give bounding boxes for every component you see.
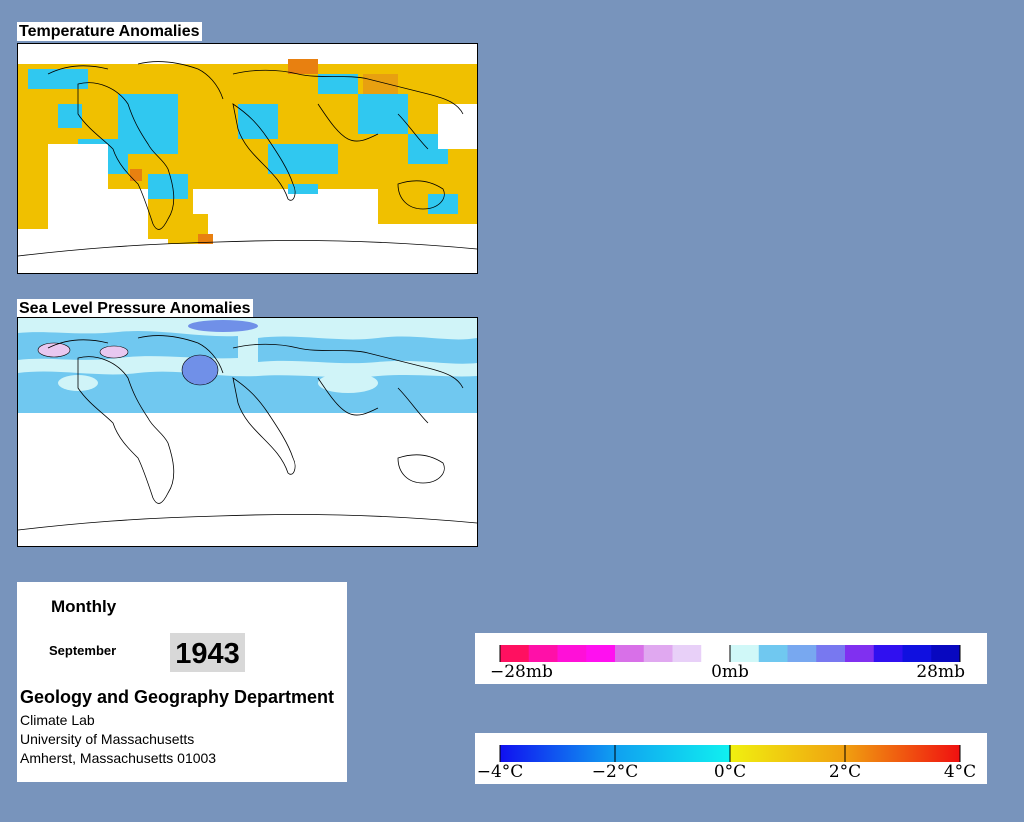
pressure-legend-label: 0mb — [711, 662, 749, 682]
pressure-legend-swatch — [730, 645, 760, 662]
frequency-label: Monthly — [51, 597, 117, 616]
pressure-map — [17, 317, 478, 547]
pressure-legend-swatch — [643, 645, 673, 662]
pressure-legend-swatch — [816, 645, 846, 662]
address-label: Amherst, Massachusetts 01003 — [20, 750, 217, 766]
pressure-title: Sea Level Pressure Anomalies — [17, 299, 253, 318]
pressure-legend-swatch — [931, 645, 961, 662]
pressure-legend-swatch — [873, 645, 903, 662]
temperature-legend-label: −2°C — [592, 762, 639, 782]
pressure-legend-swatch — [758, 645, 788, 662]
pressure-legend: −28mb 0mb 28mb — [475, 633, 987, 684]
info-box: Monthly September 1943 Geology and Geogr… — [17, 582, 347, 782]
pressure-legend-swatch — [787, 645, 817, 662]
lab-label: Climate Lab — [20, 712, 95, 728]
pressure-legend-swatch — [845, 645, 875, 662]
pressure-legend-swatch — [672, 645, 702, 662]
pressure-legend-swatch — [528, 645, 558, 662]
temperature-title: Temperature Anomalies — [17, 22, 202, 41]
month-label: September — [49, 643, 117, 658]
temperature-map — [17, 43, 478, 274]
department-label: Geology and Geography Department — [20, 687, 335, 707]
pressure-legend-label: 28mb — [916, 662, 965, 682]
pressure-legend-label: −28mb — [490, 662, 553, 682]
temperature-legend-label: 2°C — [829, 762, 861, 782]
temperature-legend-label: −4°C — [477, 762, 524, 782]
pressure-legend-swatch — [701, 645, 731, 662]
pressure-legend-swatch — [615, 645, 645, 662]
pressure-legend-swatch — [586, 645, 616, 662]
year-label: 1943 — [170, 633, 245, 672]
temperature-legend-label: 0°C — [714, 762, 746, 782]
pressure-legend-swatch — [500, 645, 530, 662]
university-label: University of Massachusetts — [20, 731, 195, 747]
pressure-legend-swatch — [557, 645, 587, 662]
temperature-legend: −4°C −2°C 0°C 2°C 4°C — [475, 733, 987, 784]
pressure-legend-swatch — [902, 645, 932, 662]
temperature-legend-label: 4°C — [944, 762, 976, 782]
